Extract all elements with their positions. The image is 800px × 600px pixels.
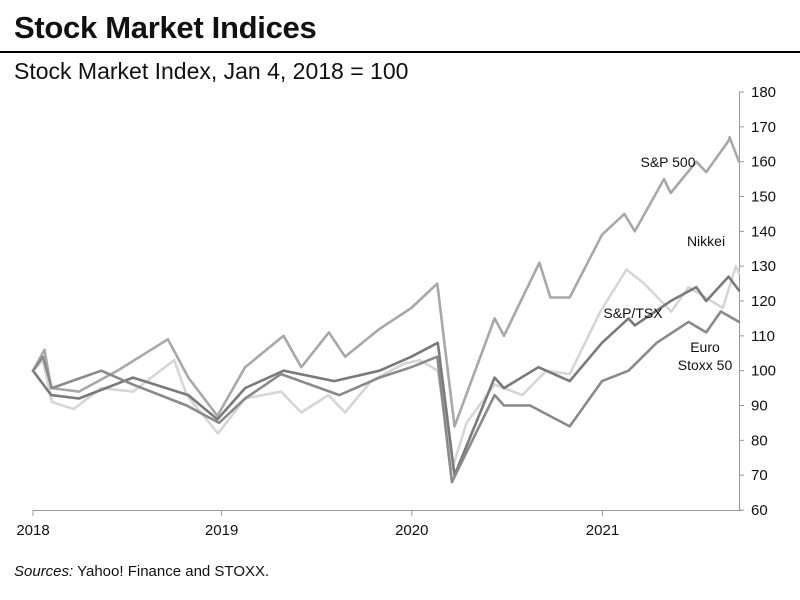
series-label-s-p-500: S&P 500 xyxy=(640,154,695,170)
y-tick-label: 90 xyxy=(751,398,768,415)
y-tick-label: 150 xyxy=(751,189,776,206)
sources-text: Yahoo! Finance and STOXX. xyxy=(73,563,270,580)
y-tick-label: 70 xyxy=(751,467,768,484)
series-line-euro-stoxx-50 xyxy=(31,310,741,484)
x-tick-label: 2020 xyxy=(395,522,428,539)
y-tick-label: 180 xyxy=(751,84,776,101)
series-labels: Nikkei S&P 500 S&P/TSX Euro Stoxx 50 xyxy=(603,154,732,373)
series-line-s-p-500 xyxy=(31,136,741,428)
y-tick-label: 170 xyxy=(751,119,776,136)
y-tick-label: 60 xyxy=(751,502,768,519)
y-tick-label: 110 xyxy=(751,328,775,345)
y-tick-label: 120 xyxy=(751,293,776,310)
y-tick-label: 100 xyxy=(751,363,776,380)
sources-note: Sources: Yahoo! Finance and STOXX. xyxy=(14,563,269,580)
title-divider xyxy=(0,51,800,53)
chart-subtitle: Stock Market Index, Jan 4, 2018 = 100 xyxy=(14,58,409,84)
series-lines xyxy=(31,136,741,484)
x-tick-label: 2021 xyxy=(586,522,619,539)
series-label-euro-stoxx-50: Stoxx 50 xyxy=(678,357,733,373)
y-tick-label: 160 xyxy=(751,154,776,171)
series-label-nikkei: Nikkei xyxy=(687,233,725,249)
y-axis-ticks: 60 70 80 90 100 110 120 130 140 150 160 170 180 xyxy=(739,84,776,519)
chart-title: Stock Market Indices xyxy=(14,10,317,45)
series-label-s-p-tsx: S&P/TSX xyxy=(603,305,663,321)
x-axis-ticks: 2018 2019 2020 2021 xyxy=(16,510,619,539)
y-tick-label: 130 xyxy=(751,258,776,275)
x-tick-label: 2018 xyxy=(16,522,49,539)
y-tick-label: 80 xyxy=(751,432,768,449)
chart-axes xyxy=(33,92,742,511)
sources-prefix: Sources: xyxy=(14,563,74,580)
x-tick-label: 2019 xyxy=(205,522,238,539)
y-tick-label: 140 xyxy=(751,223,776,240)
series-label-euro-stoxx-50: Euro xyxy=(690,339,720,355)
